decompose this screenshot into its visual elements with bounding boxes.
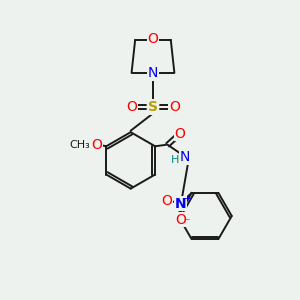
Text: ⁻: ⁻ [184, 217, 190, 230]
Text: N: N [180, 150, 190, 164]
Text: O: O [126, 100, 137, 114]
Text: O: O [175, 127, 185, 140]
Text: N: N [148, 66, 158, 80]
Text: +: + [183, 194, 191, 204]
Text: O: O [169, 100, 180, 114]
Text: O: O [175, 213, 186, 226]
Text: N: N [175, 196, 186, 211]
Text: CH₃: CH₃ [69, 140, 90, 150]
Text: H: H [171, 155, 179, 165]
Text: S: S [148, 100, 158, 114]
Text: O: O [148, 32, 158, 46]
Text: O: O [91, 138, 102, 152]
Text: O: O [161, 194, 172, 208]
